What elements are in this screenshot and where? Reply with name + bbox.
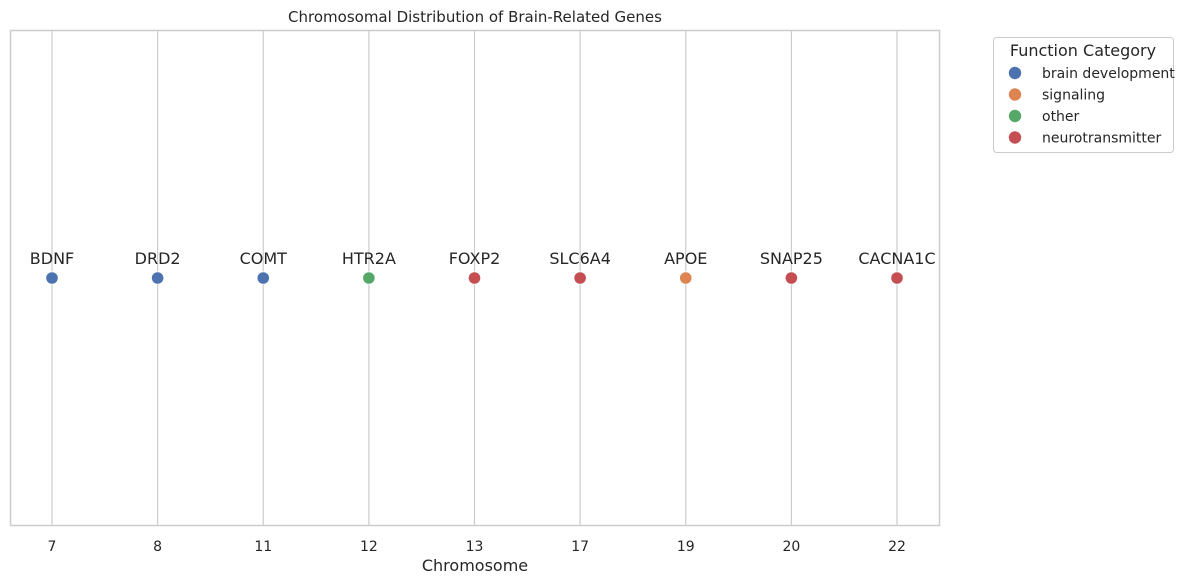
chart-title: Chromosomal Distribution of Brain-Relate… <box>288 8 662 26</box>
gene-label-cacna1c: CACNA1C <box>858 249 935 268</box>
x-tick-label-22: 22 <box>888 539 906 555</box>
x-axis-label: Chromosome <box>422 556 528 575</box>
legend-marker-brain-development <box>1008 66 1022 80</box>
x-tick-label-11: 11 <box>254 539 272 555</box>
gene-label-comt: COMT <box>240 249 288 268</box>
legend-marker-neurotransmitter <box>1008 131 1022 144</box>
x-tick-label-19: 19 <box>677 539 695 555</box>
legend-label-other: other <box>1042 109 1080 125</box>
legend: Function Category brain development signa… <box>993 37 1175 153</box>
legend-label-brain-development: brain development <box>1042 66 1175 82</box>
point-comt <box>256 271 270 285</box>
x-tick-label-13: 13 <box>466 539 484 555</box>
point-bdnf <box>45 271 59 285</box>
x-tick-label-17: 17 <box>571 539 589 555</box>
legend-marker-signaling <box>1008 88 1022 101</box>
gene-label-bdnf: BDNF <box>30 249 74 268</box>
gene-labels: BDNF DRD2 COMT HTR2A FOXP2 SLC6A4 APOE SNAP25 CA… <box>30 249 936 268</box>
gene-label-foxp2: FOXP2 <box>449 249 501 268</box>
legend-title: Function Category <box>1010 41 1156 60</box>
point-snap25 <box>784 271 798 285</box>
gene-label-apoe: APOE <box>664 249 707 268</box>
legend-marker-other <box>1008 109 1022 123</box>
x-tick-label-7: 7 <box>48 539 57 555</box>
legend-label-neurotransmitter: neurotransmitter <box>1042 131 1161 147</box>
data-points <box>45 271 904 285</box>
x-tick-label-12: 12 <box>360 539 378 555</box>
point-slc6a4 <box>573 271 587 285</box>
point-htr2a <box>362 271 376 285</box>
gene-label-slc6a4: SLC6A4 <box>549 249 611 268</box>
legend-entries: brain development signaling other neurotran… <box>1008 66 1175 147</box>
point-drd2 <box>151 271 165 285</box>
x-tick-label-20: 20 <box>782 539 800 555</box>
legend-label-signaling: signaling <box>1042 88 1105 104</box>
gene-label-htr2a: HTR2A <box>342 249 396 268</box>
plot-area-frame <box>9 29 941 527</box>
legend-frame <box>993 37 1174 153</box>
x-tick-labels: 7 8 11 12 13 17 19 20 22 <box>48 539 906 555</box>
x-tick-label-8: 8 <box>153 539 162 555</box>
gene-label-snap25: SNAP25 <box>760 249 823 268</box>
gene-label-drd2: DRD2 <box>135 249 181 268</box>
point-cacna1c <box>890 271 904 285</box>
point-apoe <box>679 271 693 285</box>
point-foxp2 <box>467 271 482 285</box>
